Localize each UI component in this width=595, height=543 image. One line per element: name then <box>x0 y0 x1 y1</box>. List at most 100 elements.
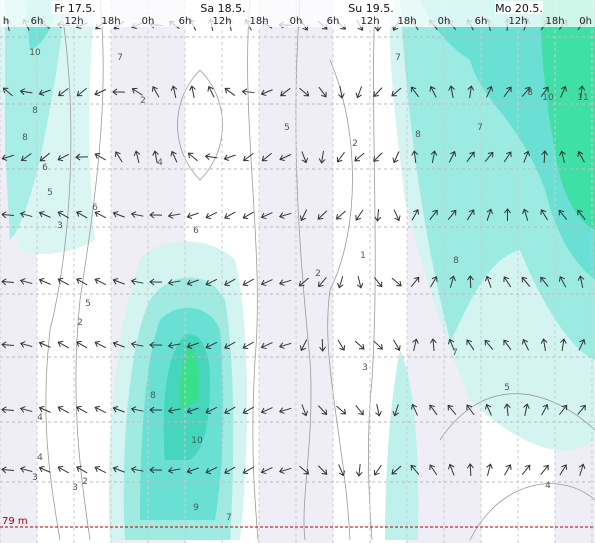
wind-arrow <box>355 209 364 221</box>
arrow-shape <box>223 154 236 161</box>
wind-arrow <box>448 463 455 476</box>
wind-arrow <box>336 405 347 415</box>
wind-arrow <box>1 406 15 414</box>
arrow-shape <box>38 89 51 96</box>
arrow-shape <box>504 208 511 222</box>
wind-arrow <box>186 342 199 349</box>
arrow-shape <box>355 86 363 99</box>
arrow-shape <box>114 151 123 163</box>
wind-arrow <box>410 464 420 475</box>
arrow-shape <box>466 463 474 477</box>
wind-arrow <box>114 151 123 163</box>
wind-arrow <box>19 88 33 96</box>
arrow-shape <box>521 464 531 476</box>
arrow-shape <box>57 210 70 219</box>
wind-arrow <box>260 342 273 350</box>
arrow-shape <box>466 151 475 163</box>
wind-arrow <box>58 88 69 97</box>
arrow-shape <box>355 209 364 221</box>
wind-arrow <box>467 85 475 99</box>
arrow-shape <box>76 87 87 97</box>
wind-arrow <box>94 152 106 161</box>
arrow-shape <box>189 85 196 98</box>
arrow-shape <box>484 403 492 416</box>
arrow-shape <box>558 209 568 220</box>
wind-arrow <box>152 150 159 163</box>
wind-arrow <box>278 212 292 219</box>
arrow-shape <box>76 210 88 219</box>
wind-arrow <box>299 339 308 352</box>
wind-arrow <box>280 87 291 97</box>
wind-arrow <box>410 276 420 287</box>
arrow-shape <box>207 85 215 98</box>
wind-arrow <box>224 466 236 475</box>
arrow-shape <box>149 211 163 219</box>
wind-arrow <box>337 339 346 351</box>
day-label-bg <box>199 1 247 14</box>
wind-arrow <box>503 86 512 98</box>
wind-arrow <box>541 403 549 416</box>
arrow-shape <box>429 85 437 98</box>
day-label: Mo 20.5. <box>495 2 543 15</box>
arrow-shape <box>336 151 345 163</box>
arrow-shape <box>167 279 181 286</box>
wind-arrow <box>149 406 163 414</box>
arrow-shape <box>130 278 144 285</box>
arrow-shape <box>373 152 383 162</box>
arrow-shape <box>224 278 236 287</box>
arrow-shape <box>94 405 107 414</box>
arrow-shape <box>335 210 346 220</box>
arrow-shape <box>38 210 51 218</box>
arrow-shape <box>19 88 33 96</box>
arrow-shape <box>19 466 33 473</box>
arrow-shape <box>260 279 273 287</box>
arrow-shape <box>299 465 310 475</box>
wind-arrow <box>260 279 273 287</box>
wind-arrow <box>301 404 308 417</box>
wind-arrow <box>1 278 15 286</box>
wind-arrow <box>449 275 456 288</box>
wind-arrow <box>521 338 530 351</box>
wind-arrow <box>373 152 383 162</box>
wind-arrow <box>242 466 254 475</box>
wind-arrow <box>429 209 438 221</box>
arrow-shape <box>373 87 383 98</box>
contour-label: 3 <box>72 483 78 493</box>
wind-arrow <box>503 151 512 163</box>
wind-arrow <box>112 466 125 473</box>
arrow-shape <box>430 150 438 163</box>
contour-lines <box>45 0 595 541</box>
wind-arrow <box>94 210 107 219</box>
wind-arrow <box>112 211 125 218</box>
arrow-shape <box>112 466 125 473</box>
wind-arrow <box>38 89 51 96</box>
wind-arrow <box>484 403 492 416</box>
hour-label: 6h <box>179 16 192 27</box>
contour-label: 5 <box>284 123 290 133</box>
arrow-shape <box>1 466 15 474</box>
wind-arrow <box>57 405 70 414</box>
contour-label: 10 <box>542 93 554 103</box>
arrow-shape <box>299 339 308 352</box>
arrow-shape <box>521 276 531 287</box>
arrow-shape <box>447 338 455 351</box>
arrow-shape <box>205 406 218 415</box>
day-label-bg <box>51 1 99 14</box>
arrow-shape <box>278 407 292 414</box>
arrow-shape <box>204 153 218 161</box>
arrow-shape <box>278 342 292 349</box>
arrow-shape <box>429 338 437 352</box>
wind-arrow <box>76 340 88 349</box>
wind-arrow <box>260 407 273 415</box>
arrow-shape <box>205 211 218 220</box>
arrow-shape <box>578 85 586 99</box>
wind-arrow <box>559 464 568 476</box>
arrow-shape <box>540 464 549 475</box>
arrow-shape <box>76 277 88 286</box>
arrow-shape <box>318 150 326 164</box>
wind-arrow <box>20 153 32 162</box>
arrow-shape <box>448 150 457 163</box>
wind-arrow <box>1 341 15 349</box>
arrow-shape <box>411 150 419 164</box>
